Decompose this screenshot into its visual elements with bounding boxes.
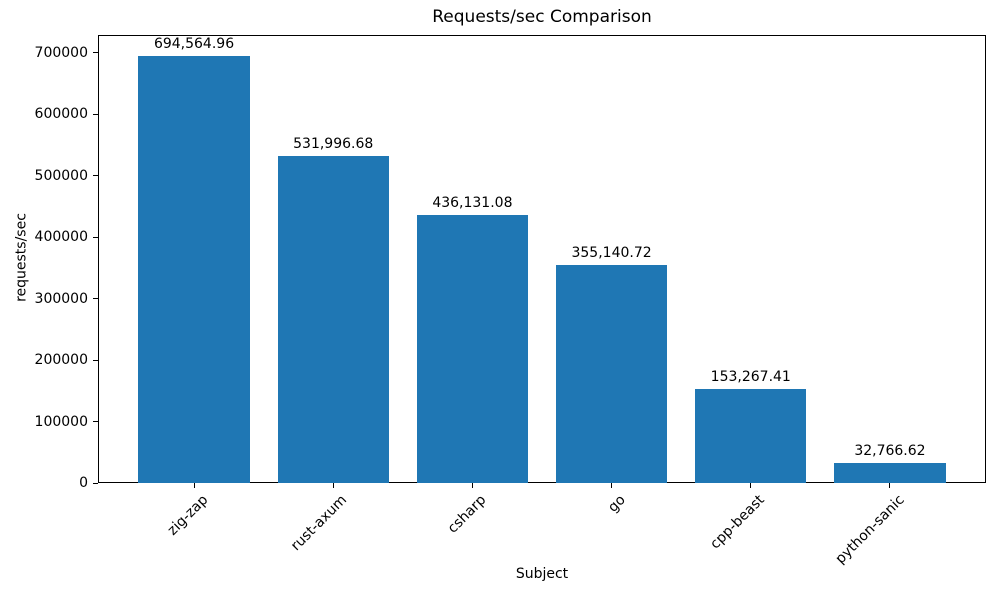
x-tick-label: go: [605, 492, 629, 516]
bar-value-label: 32,766.62: [854, 442, 926, 459]
y-axis-tick: [93, 175, 98, 177]
bar: [555, 264, 668, 483]
x-axis-tick: [889, 483, 891, 488]
x-tick-label: csharp: [445, 492, 490, 537]
bar-value-label: 153,267.41: [710, 368, 791, 385]
y-tick-label: 600000: [34, 106, 88, 123]
y-tick-label: 500000: [34, 167, 88, 184]
x-axis-tick: [471, 483, 473, 488]
y-axis-tick: [93, 482, 98, 484]
y-axis-tick: [93, 236, 98, 238]
y-tick-label: 100000: [34, 413, 88, 430]
bar: [138, 56, 250, 483]
x-axis-tick: [332, 483, 334, 488]
y-axis-label: requests/sec: [13, 213, 30, 302]
x-tick-label: python-sanic: [832, 492, 908, 568]
bar: [277, 156, 389, 483]
y-axis-tick: [93, 359, 98, 361]
y-axis-tick: [93, 113, 98, 115]
x-axis-label: Subject: [515, 566, 569, 582]
y-tick-label: 700000: [34, 44, 88, 61]
x-axis-tick: [750, 483, 752, 488]
bar-value-label: 531,996.68: [293, 136, 374, 153]
x-tick-label: cpp-beast: [707, 492, 769, 553]
bar: [834, 462, 946, 483]
y-tick-label: 300000: [34, 290, 88, 307]
y-axis-tick: [93, 421, 98, 423]
x-axis-tick: [611, 483, 613, 488]
bar-value-label: 694,564.96: [153, 36, 235, 53]
y-tick-label: 0: [79, 475, 88, 491]
bar-value-label: 355,140.72: [571, 244, 652, 261]
bar-value-label: 436,131.08: [432, 195, 513, 212]
x-tick-label: zig-zap: [164, 492, 212, 539]
x-tick-label: rust-axum: [288, 492, 351, 555]
bar: [695, 388, 807, 483]
y-tick-label: 400000: [34, 229, 88, 246]
y-axis-tick: [93, 298, 98, 300]
chart-title: Requests/sec Comparison: [432, 7, 652, 27]
bar: [416, 215, 529, 483]
x-axis-tick: [193, 483, 195, 488]
y-axis-tick: [93, 52, 98, 54]
y-tick-label: 200000: [34, 352, 88, 369]
